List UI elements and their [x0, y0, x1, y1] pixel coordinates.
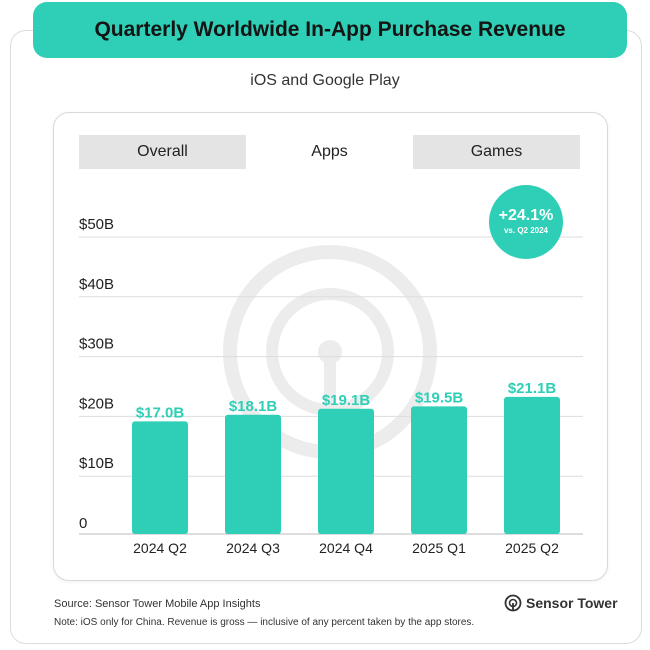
- platform-tabs: Overall Apps Games: [79, 135, 580, 169]
- y-tick-label: $30B: [79, 336, 114, 353]
- bar[interactable]: [132, 421, 188, 534]
- x-tick-label: 2024 Q4: [319, 540, 373, 556]
- page-title: Quarterly Worldwide In-App Purchase Reve…: [33, 2, 627, 58]
- bar-data-label: $19.5B: [415, 389, 464, 406]
- bar-data-label: $18.1B: [229, 398, 278, 415]
- tab-games[interactable]: Games: [470, 143, 523, 160]
- bar[interactable]: [411, 406, 467, 534]
- growth-badge-value: +24.1%: [498, 207, 554, 224]
- bar[interactable]: [318, 408, 374, 534]
- y-tick-label: $40B: [79, 276, 114, 293]
- growth-badge-label: vs. Q2 2024: [503, 226, 549, 235]
- sensor-tower-icon: [504, 594, 522, 612]
- growth-badge: +24.1% vs. Q2 2024: [489, 185, 563, 259]
- y-tick-label: $50B: [79, 216, 114, 233]
- x-tick-label: 2024 Q3: [226, 540, 280, 556]
- y-tick-label: $20B: [79, 395, 114, 412]
- bar-data-label: $21.1B: [508, 380, 557, 397]
- bar-data-label: $19.1B: [322, 392, 371, 409]
- x-tick-label: 2025 Q2: [505, 540, 559, 556]
- brand-name: Sensor Tower: [526, 595, 618, 611]
- chart-subtitle: iOS and Google Play: [250, 72, 400, 89]
- x-tick-label: 2025 Q1: [412, 540, 466, 556]
- tab-overall[interactable]: Overall: [137, 143, 188, 160]
- footnote: Note: iOS only for China. Revenue is gro…: [54, 617, 475, 628]
- source-note: Source: Sensor Tower Mobile App Insights: [54, 598, 261, 610]
- y-tick-label: 0: [79, 515, 87, 532]
- bar[interactable]: [504, 396, 560, 534]
- bar-data-label: $17.0B: [136, 404, 185, 421]
- y-tick-label: $10B: [79, 455, 114, 472]
- bar[interactable]: [225, 414, 281, 534]
- brand-logo: Sensor Tower: [504, 594, 618, 612]
- x-tick-label: 2024 Q2: [133, 540, 187, 556]
- tab-apps[interactable]: Apps: [246, 135, 413, 169]
